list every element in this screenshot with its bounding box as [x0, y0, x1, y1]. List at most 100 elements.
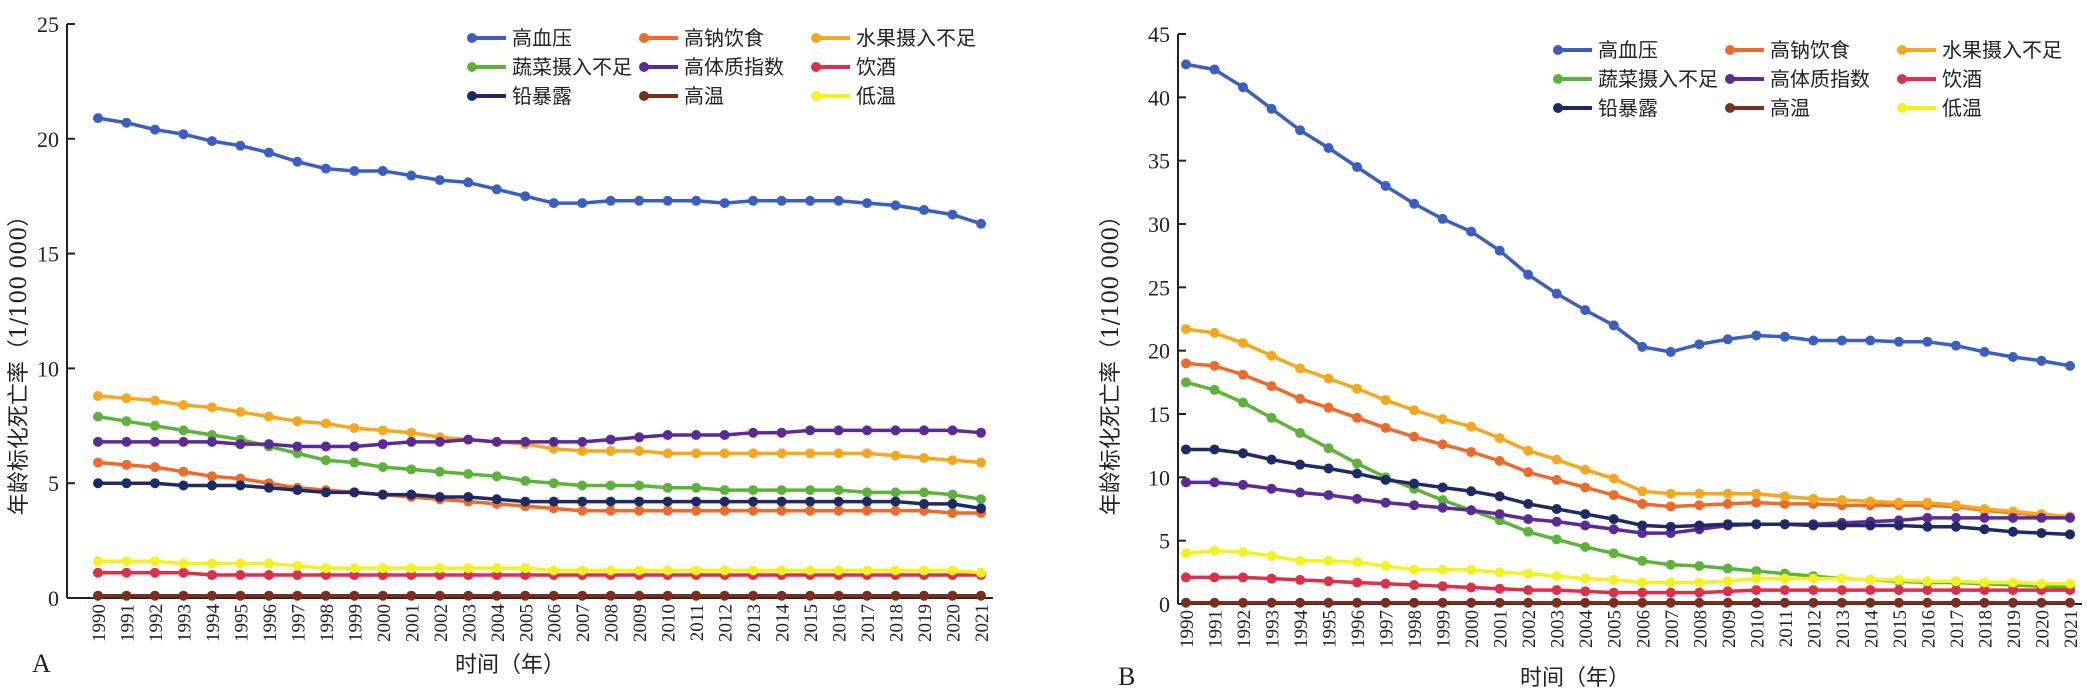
- data-point: [548, 198, 559, 209]
- data-point: [1209, 384, 1220, 395]
- data-point: [919, 590, 930, 601]
- data-point: [1665, 501, 1676, 512]
- legend-label: 饮酒: [856, 55, 896, 79]
- data-point: [1380, 497, 1391, 508]
- y-axis-label: 年龄标化死亡率（1/100 000）: [1099, 205, 1124, 515]
- legend-marker: [1553, 103, 1563, 113]
- legend-item: 高温: [1725, 96, 1810, 120]
- data-point: [890, 590, 901, 601]
- data-point: [1665, 521, 1676, 532]
- data-point: [406, 170, 417, 181]
- data-point: [93, 436, 103, 447]
- data-point: [577, 590, 588, 601]
- y-tick-label: 20: [37, 127, 59, 152]
- data-point: [1523, 498, 1534, 509]
- legend-label: 高血压: [1598, 38, 1658, 62]
- data-point: [149, 436, 160, 447]
- data-point: [1551, 571, 1562, 582]
- data-point: [1238, 597, 1249, 608]
- data-point: [919, 452, 930, 463]
- data-point: [406, 464, 417, 475]
- data-point: [121, 436, 132, 447]
- data-point: [2036, 528, 2047, 539]
- legend-label: 低温: [856, 84, 896, 108]
- data-point: [634, 496, 645, 507]
- y-tick-label: 15: [1148, 402, 1170, 427]
- data-point: [1380, 422, 1391, 433]
- data-point: [491, 436, 502, 447]
- legend-label: 饮酒: [1942, 67, 1982, 91]
- legend-item: 高温: [639, 84, 724, 108]
- data-point: [976, 494, 986, 505]
- data-point: [833, 485, 844, 496]
- y-tick-label: 45: [1148, 22, 1170, 47]
- data-point: [1437, 597, 1448, 608]
- data-point: [1209, 545, 1220, 556]
- data-point: [1865, 496, 1876, 507]
- data-point: [1694, 520, 1705, 531]
- data-point: [292, 560, 303, 571]
- data-point: [919, 487, 930, 498]
- data-point: [1266, 381, 1277, 392]
- data-point: [178, 590, 189, 601]
- data-point: [1893, 520, 1904, 531]
- x-tick-label: 1992: [146, 604, 167, 642]
- x-tick-label: 1993: [174, 604, 195, 642]
- data-point: [349, 590, 360, 601]
- data-point: [1551, 534, 1562, 545]
- data-point: [1238, 479, 1249, 490]
- data-point: [121, 567, 132, 578]
- data-point: [491, 570, 502, 581]
- data-point: [605, 480, 616, 491]
- data-point: [1580, 586, 1591, 597]
- data-point: [1979, 346, 1990, 357]
- data-point: [149, 556, 160, 567]
- data-point: [1922, 497, 1933, 508]
- data-point: [2036, 512, 2047, 523]
- series-7: [93, 590, 986, 601]
- legend-item: 高体质指数: [639, 55, 784, 79]
- data-point: [919, 565, 930, 576]
- data-point: [93, 556, 103, 567]
- x-tick-label: 2012: [1804, 610, 1825, 648]
- chart-panel-b: 0 5 10 15 20 25 30 35 40 45 1990 1991 1992 1993 1994 19…: [1099, 22, 2082, 691]
- data-point: [1523, 514, 1534, 525]
- x-tick-label: 2020: [2032, 610, 2053, 648]
- data-point: [149, 567, 160, 578]
- data-point: [1352, 162, 1363, 172]
- data-point: [1637, 528, 1648, 539]
- data-point: [976, 427, 986, 438]
- x-tick-label: 1993: [1263, 610, 1284, 648]
- panel-label: B: [1118, 662, 1135, 691]
- data-point: [1922, 585, 1933, 596]
- data-point: [976, 590, 986, 601]
- x-tick-label: 2016: [1918, 610, 1939, 648]
- legend-label: 铅暴露: [512, 84, 572, 108]
- data-point: [406, 563, 417, 574]
- data-point: [605, 565, 616, 576]
- data-point: [263, 482, 274, 493]
- data-point: [1209, 360, 1220, 371]
- data-point: [719, 485, 730, 496]
- data-point: [1409, 405, 1420, 416]
- legend-item: 低温: [1897, 96, 1982, 120]
- data-point: [1523, 585, 1534, 596]
- x-tick-label: 2020: [944, 604, 965, 642]
- data-point: [719, 448, 730, 459]
- data-point: [1323, 490, 1334, 501]
- data-point: [605, 434, 616, 445]
- data-point: [1751, 566, 1762, 577]
- data-point: [805, 448, 816, 459]
- data-point: [662, 195, 673, 206]
- x-tick-label: 2013: [1833, 610, 1854, 648]
- data-point: [1637, 341, 1648, 352]
- data-point: [1979, 597, 1990, 608]
- data-point: [1637, 486, 1648, 497]
- data-point: [1808, 520, 1819, 531]
- data-point: [1323, 463, 1334, 474]
- legend-item: 高体质指数: [1725, 67, 1870, 91]
- data-point: [719, 590, 730, 601]
- data-point: [1922, 576, 1933, 587]
